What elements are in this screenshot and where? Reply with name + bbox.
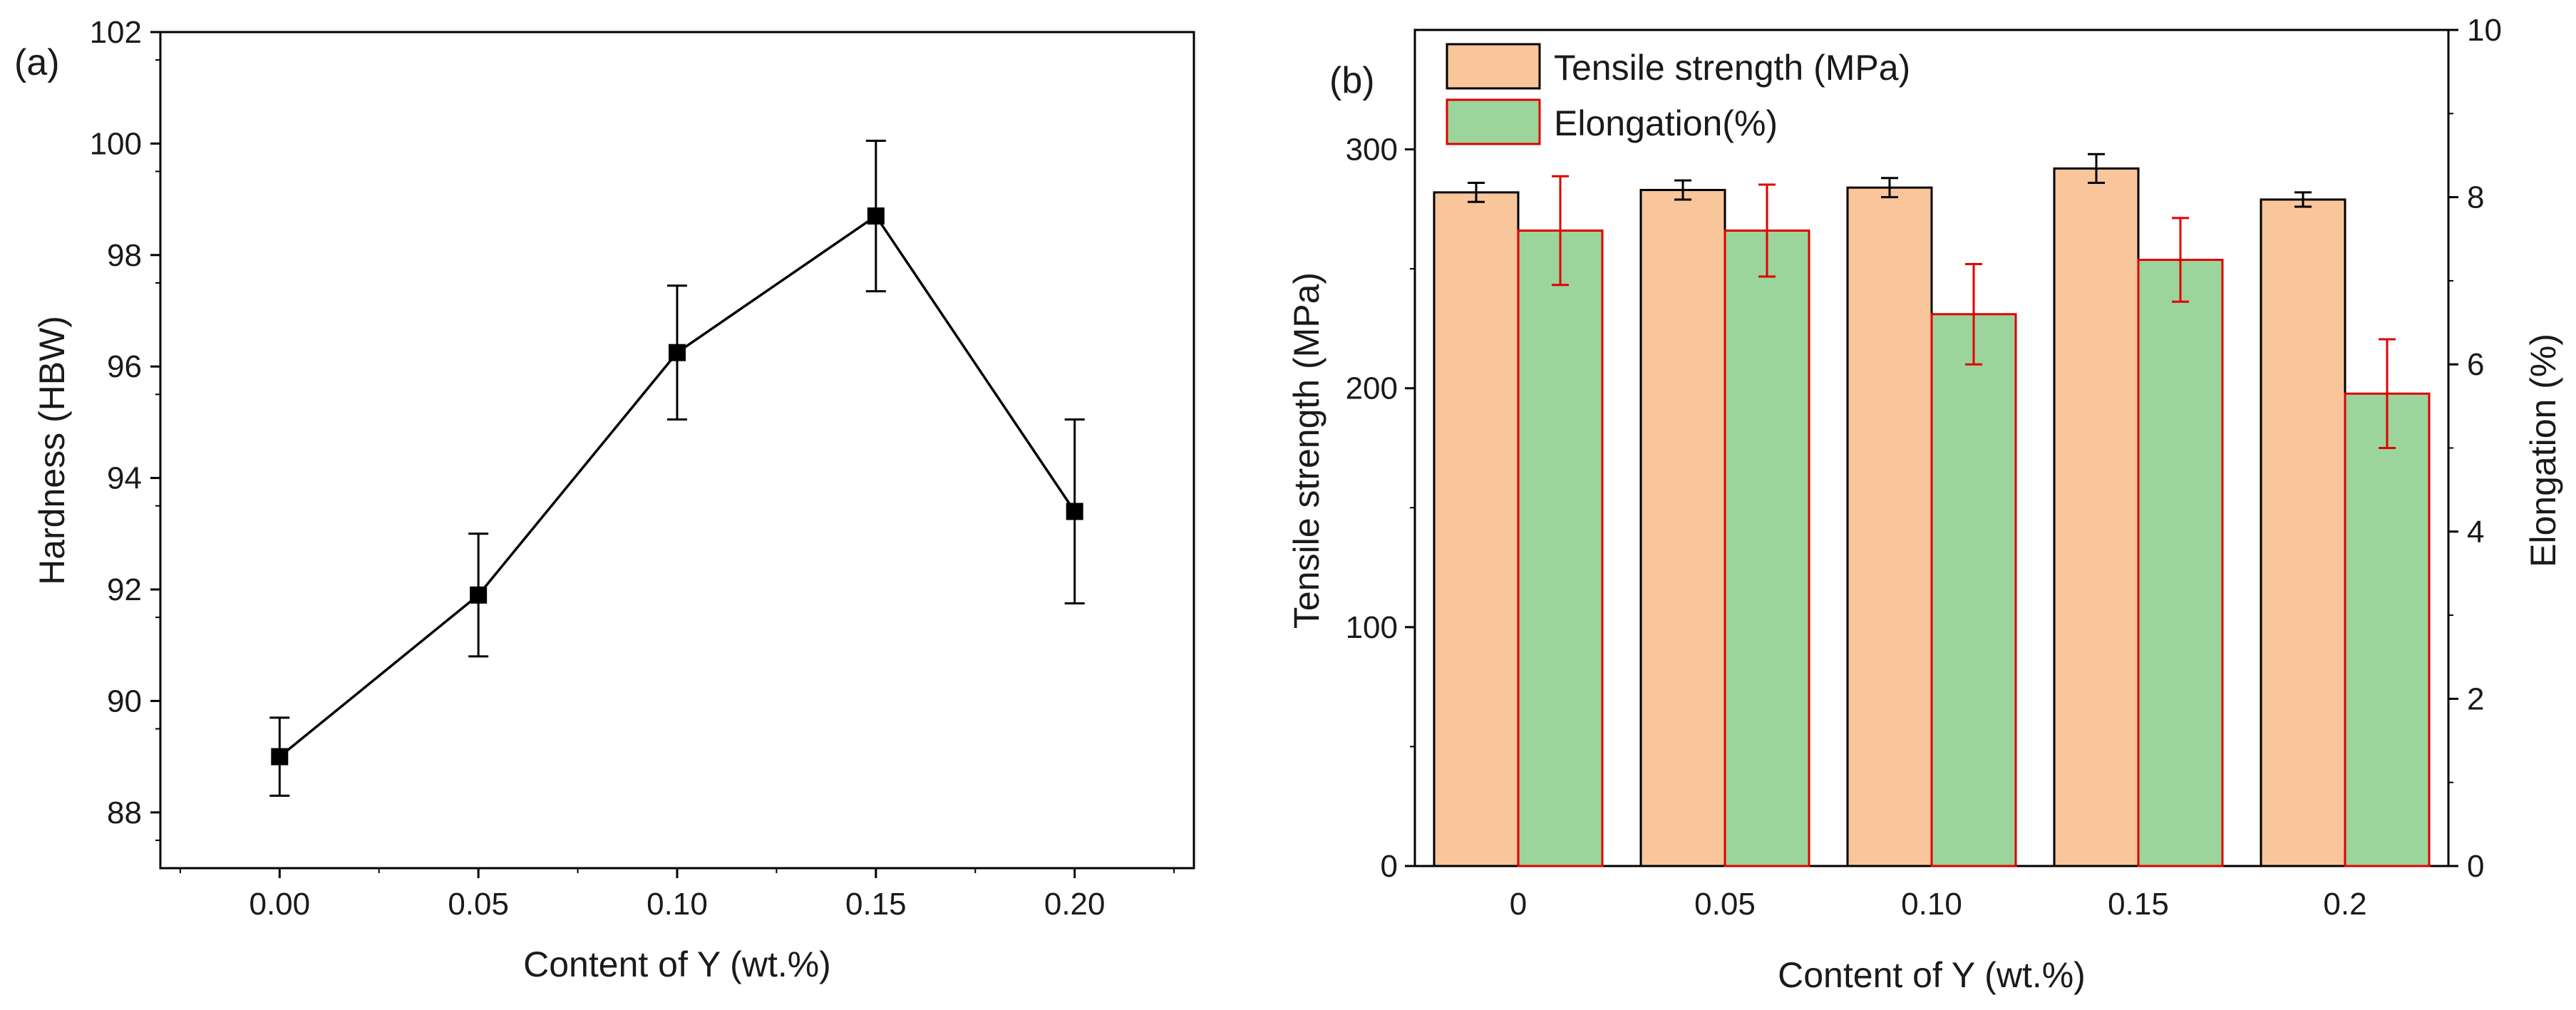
panel-a-y-axis-label: Hardness (HBW) [32, 316, 72, 585]
panel-b-legend: Tensile strength (MPa) Elongation(%) [1446, 43, 1910, 145]
bar-tensile-strength [2053, 167, 2140, 867]
y-tick-label: 300 [1346, 133, 1398, 168]
panel-a-plot-frame [159, 31, 1195, 870]
y-tick-label: 0 [1381, 849, 1398, 884]
x-tick-label: 0.2 [2323, 887, 2366, 922]
bar-tensile-strength [1639, 189, 1726, 867]
y-tick-label: 100 [1346, 610, 1398, 645]
y-right-tick-label: 2 [2467, 681, 2484, 716]
y-right-tick-label: 10 [2467, 13, 2502, 48]
bar-tensile-strength [1433, 191, 1520, 867]
y-tick-label: 96 [107, 349, 142, 384]
x-tick-label: 0.20 [1044, 887, 1106, 922]
bar-elongation [1517, 230, 1604, 867]
legend-label-tensile: Tensile strength (MPa) [1554, 48, 1910, 88]
y-right-tick-label: 0 [2467, 849, 2484, 884]
panel-b-right-y-axis: 0 2 4 6 8 10 [2448, 13, 2502, 884]
bar-elongation [2137, 259, 2224, 867]
panel-a-x-axis: 0.00 0.05 0.10 0.15 0.20 [179, 868, 1175, 922]
panel-b-label: (b) [1329, 60, 1375, 101]
x-tick-label: 0.05 [1694, 887, 1756, 922]
panel-a-label: (a) [14, 42, 60, 83]
data-point [1066, 503, 1083, 520]
x-tick-label: 0.10 [1901, 887, 1962, 922]
bar-elongation [1724, 230, 1810, 867]
x-tick-label: 0.15 [2108, 887, 2169, 922]
panel-a-x-axis-label: Content of Y (wt.%) [523, 944, 831, 984]
y-right-tick-label: 6 [2467, 347, 2484, 382]
data-point [271, 748, 289, 766]
y-tick-label: 88 [107, 795, 142, 830]
y-right-tick-label: 4 [2467, 515, 2484, 550]
legend-label-elongation: Elongation(%) [1554, 103, 1778, 143]
y-tick-label: 92 [107, 572, 142, 607]
legend-swatch-tensile [1446, 43, 1541, 90]
data-point [867, 207, 885, 225]
bar-elongation [1930, 313, 2017, 867]
x-tick-label: 0.05 [448, 887, 509, 922]
panel-a-y-axis: 88 90 92 94 96 98 100 102 [90, 15, 160, 841]
y-tick-label: 90 [107, 684, 142, 718]
panel-b-left-y-axis-label: Tensile strength (MPa) [1287, 272, 1326, 629]
x-tick-label: 0.15 [845, 887, 907, 922]
y-tick-label: 98 [107, 238, 142, 273]
y-tick-label: 102 [90, 15, 142, 50]
bar-tensile-strength [2260, 198, 2346, 867]
y-tick-label: 200 [1346, 371, 1398, 406]
panel-b-x-axis-label: Content of Y (wt.%) [1778, 955, 2086, 995]
data-point [669, 344, 686, 361]
panel-b-left-y-axis: 0 100 200 300 [1346, 133, 1415, 884]
panel-b-bars [1433, 153, 2431, 867]
x-tick-label: 0.00 [249, 887, 310, 922]
y-right-tick-label: 8 [2467, 180, 2484, 215]
panel-a-series [269, 139, 1085, 797]
bar-elongation [2344, 392, 2431, 867]
x-tick-label: 0 [1510, 887, 1527, 922]
legend-swatch-elongation [1446, 98, 1541, 145]
data-point [470, 586, 488, 604]
panel-b-right-y-axis-label: Elongation (%) [2523, 334, 2563, 567]
y-tick-label: 100 [90, 126, 142, 161]
y-tick-label: 94 [107, 461, 142, 496]
bar-tensile-strength [1846, 186, 1933, 867]
x-tick-label: 0.10 [646, 887, 708, 922]
